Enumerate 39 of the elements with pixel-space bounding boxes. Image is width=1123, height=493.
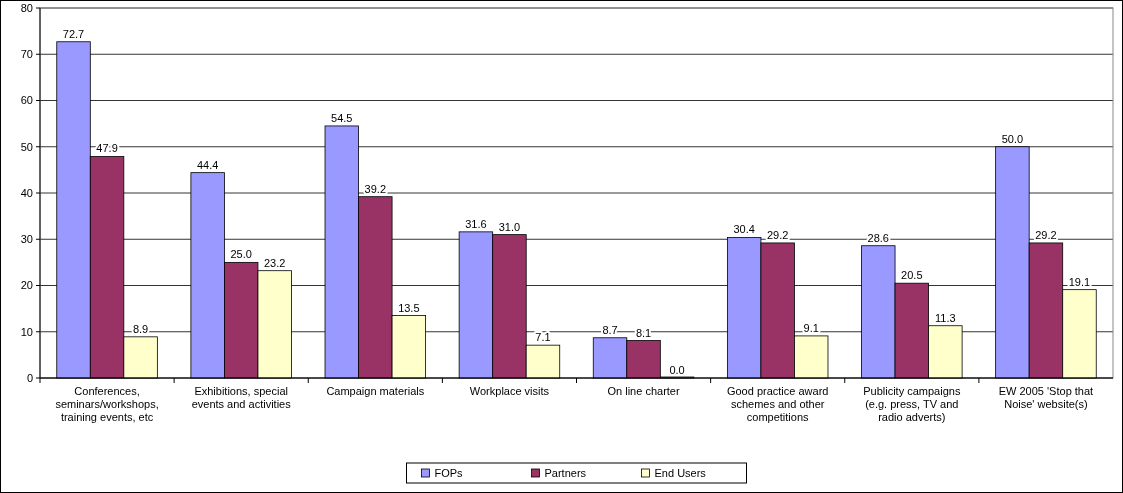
data-label: 13.5: [398, 301, 420, 314]
data-label: 39.2: [364, 182, 387, 195]
data-label: 31.0: [498, 220, 521, 233]
y-tick-label: 80: [20, 1, 33, 14]
data-label: 23.2: [264, 256, 286, 269]
data-label: 44.4: [196, 158, 219, 171]
x-tick-label: Good practice award schemes and other competitions: [726, 385, 829, 423]
x-tick-label: Campaign materials: [326, 385, 425, 397]
x-tick-label: EW 2005 'Stop that Noise' website(s): [998, 385, 1094, 410]
data-label: 20.5: [901, 269, 923, 282]
x-tick-label: Workplace visits: [469, 385, 550, 397]
data-label: 11.3: [935, 311, 956, 324]
data-label: 54.5: [331, 111, 353, 124]
y-tick-label: 50: [20, 140, 33, 153]
data-label: 50.0: [1001, 132, 1024, 145]
y-tick-label: 60: [20, 94, 33, 107]
y-tick-label: 30: [20, 233, 33, 246]
legend-label: Partners: [544, 466, 587, 479]
x-tick-label: Conferences, seminars/workshops, training events, etc: [55, 385, 159, 423]
data-label: 29.2: [1035, 228, 1057, 241]
data-label: 29.2: [766, 228, 789, 241]
legend-label: End Users: [654, 466, 707, 479]
data-label: 19.1: [1068, 275, 1091, 288]
y-tick-label: 10: [20, 325, 33, 338]
x-tick-label: On line charter: [607, 385, 680, 397]
data-label: 7.1: [535, 331, 551, 344]
data-label: 30.4: [733, 223, 755, 236]
data-label: 31.6: [465, 217, 487, 230]
data-label: 72.7: [62, 27, 85, 40]
x-tick-label: Publicity campaigns (e.g. press, TV and radio adverts): [863, 385, 961, 423]
data-label: 25.0: [230, 248, 252, 261]
y-tick-label: 20: [20, 279, 33, 292]
y-tick-label: 40: [20, 186, 33, 199]
x-tick-label: Exhibitions, special events and activities: [191, 385, 292, 410]
y-tick-label: 0: [26, 371, 33, 384]
y-tick-label: 70: [20, 48, 33, 61]
data-label: 9.1: [803, 321, 819, 334]
data-label: 0.0: [669, 364, 685, 376]
legend-label: FOPs: [434, 466, 464, 479]
